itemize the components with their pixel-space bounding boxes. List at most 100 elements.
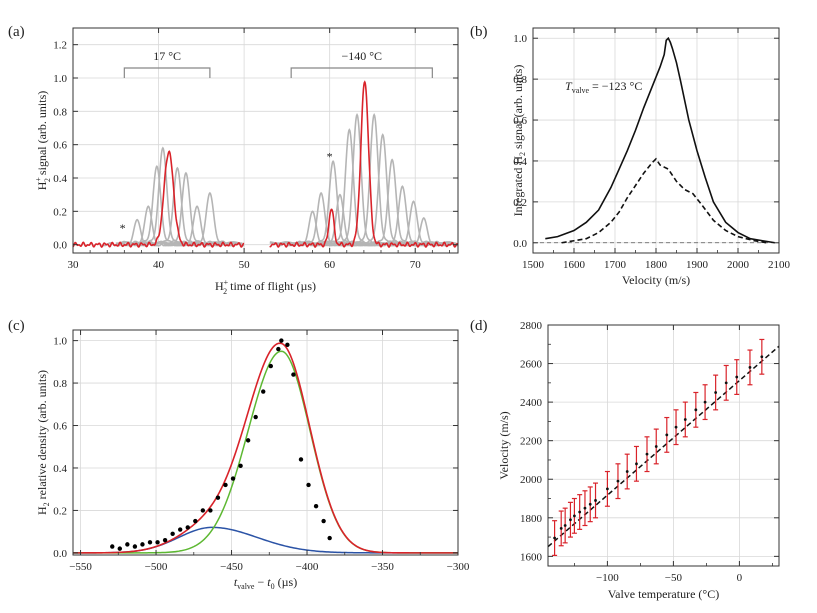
dashed-velocity-curve xyxy=(561,157,767,244)
data-point xyxy=(573,514,576,518)
data-point xyxy=(616,479,620,483)
y-tick-label: 0.8 xyxy=(513,74,527,86)
y-tick-label: 0.4 xyxy=(513,156,527,168)
data-point xyxy=(321,518,326,524)
x-tick-label: 70 xyxy=(410,259,422,271)
x-tick-label: 1600 xyxy=(563,259,586,271)
y-tick-label: 0.2 xyxy=(513,197,527,209)
data-point xyxy=(714,391,718,394)
data-point xyxy=(162,537,168,543)
x-tick-label: 0 xyxy=(737,572,743,584)
x-tick-label: −50 xyxy=(665,572,683,584)
x-tick-label: −100 xyxy=(596,572,619,584)
data-point xyxy=(223,482,228,488)
y-tick-label: 0.4 xyxy=(53,463,67,475)
data-point xyxy=(200,508,206,513)
data-point xyxy=(279,338,284,343)
data-point xyxy=(230,476,236,481)
temperature-bracket xyxy=(290,67,433,78)
gray-trace xyxy=(286,191,365,247)
data-point xyxy=(559,527,563,530)
data-point xyxy=(215,495,221,500)
y-tick-label: 0.6 xyxy=(53,140,67,152)
plot-frame xyxy=(547,324,780,567)
data-point xyxy=(193,518,198,524)
data-point xyxy=(291,372,296,377)
panel-c: −550 −500 −450 −400 −350 −300 0.0 0.2 0.4 0.6 0.8 1… xyxy=(8,318,470,591)
data-point xyxy=(569,518,572,522)
panel-d: −100 −50 0 1600 1800 2000 2200 2400 2600 2800 (d) V… xyxy=(470,318,780,601)
x-tick-label: −400 xyxy=(296,561,319,573)
x-axis-label: Valve temperature (°C) xyxy=(608,587,719,601)
data-point xyxy=(110,544,115,549)
y-tick-label: 0.0 xyxy=(53,240,67,252)
y-tick-label: 2600 xyxy=(520,359,543,371)
star-marker: * xyxy=(327,149,333,163)
red-trace xyxy=(269,80,459,248)
valve-temperature-annotation: Tvalve = −123 °C xyxy=(565,79,642,95)
y-tick-label: 0.0 xyxy=(513,238,527,250)
data-point xyxy=(155,540,160,545)
x-axis-label: Velocity (m/s) xyxy=(622,273,690,287)
x-tick-label: −350 xyxy=(371,561,394,573)
data-point xyxy=(125,542,130,547)
x-tick-label: 40 xyxy=(153,259,165,271)
fit-component-blue xyxy=(73,526,458,554)
data-point xyxy=(276,346,281,352)
x-tick-label: 50 xyxy=(239,259,251,271)
y-tick-label: 0.6 xyxy=(513,115,527,127)
y-axis-label: H2 relative density (arb. units) xyxy=(35,370,51,515)
y-tick-label: 1.0 xyxy=(53,73,67,85)
data-point xyxy=(253,414,258,420)
y-tick-label: 1600 xyxy=(520,551,543,563)
y-tick-label: 0.0 xyxy=(53,548,67,560)
data-point xyxy=(735,375,739,379)
y-axis-label: Velocity (m/s) xyxy=(497,411,511,479)
data-point xyxy=(635,462,638,466)
data-point xyxy=(654,445,658,448)
temperature-bracket xyxy=(123,67,211,78)
x-tick-label: −450 xyxy=(220,561,243,573)
x-axis-label: tvalve − t0 (µs) xyxy=(234,575,297,591)
data-point xyxy=(313,503,319,509)
data-point xyxy=(588,502,592,506)
data-point xyxy=(583,506,587,510)
y-tick-label: 2400 xyxy=(520,397,543,409)
data-point xyxy=(553,536,556,540)
total-fit-red xyxy=(73,342,458,554)
data-point xyxy=(298,457,304,462)
data-point xyxy=(306,482,311,488)
y-tick-label: 1800 xyxy=(520,513,543,525)
y-tick-label: 1.2 xyxy=(53,40,67,52)
x-tick-label: 1500 xyxy=(522,259,545,271)
y-tick-label: 0.6 xyxy=(53,421,67,433)
y-tick-label: 0.2 xyxy=(53,206,67,218)
data-point xyxy=(606,487,609,491)
data-point xyxy=(261,389,266,394)
plot-frame xyxy=(72,329,459,556)
linear-fit-line xyxy=(547,345,780,548)
data-point xyxy=(724,381,728,385)
gray-trace xyxy=(114,205,192,247)
y-tick-label: 1.0 xyxy=(53,336,67,348)
star-marker: * xyxy=(120,221,126,235)
data-point xyxy=(625,470,629,473)
solid-velocity-curve xyxy=(545,36,776,244)
data-point xyxy=(694,408,698,412)
x-tick-label: 1800 xyxy=(645,259,668,271)
fit-component-green xyxy=(73,350,458,554)
data-point xyxy=(285,342,290,348)
panel-label-d: (d) xyxy=(470,318,488,334)
y-tick-label: 2800 xyxy=(520,320,543,332)
data-point xyxy=(268,363,273,369)
y-tick-label: 1.0 xyxy=(513,33,527,45)
data-point xyxy=(703,400,707,404)
bracket-label: −140 °C xyxy=(341,49,382,63)
y-tick-label: 2200 xyxy=(520,436,543,448)
data-point xyxy=(683,418,687,421)
y-tick-label: 0.2 xyxy=(53,505,67,517)
x-tick-label: 1900 xyxy=(686,259,709,271)
y-tick-label: 0.8 xyxy=(53,106,67,118)
panel-b: Tvalve = −123 °C 1500 1600 1700 1800 1900 2000… xyxy=(470,24,791,287)
